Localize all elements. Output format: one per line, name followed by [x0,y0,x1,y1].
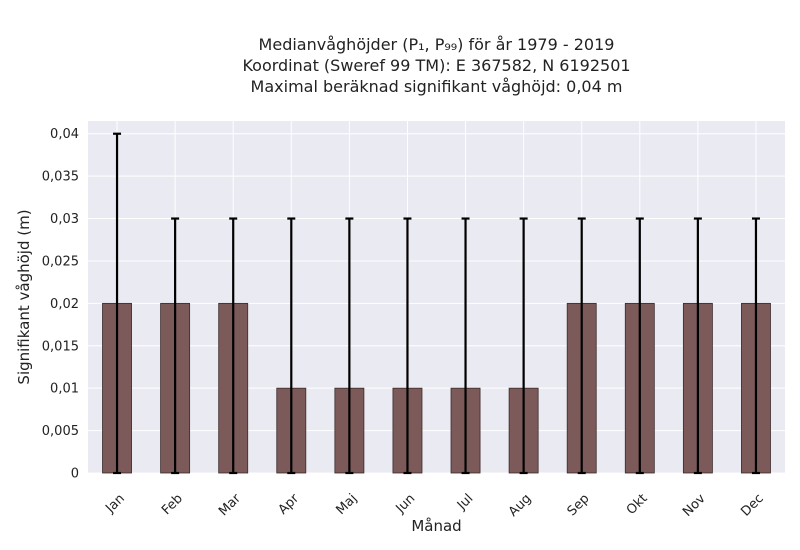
plot-area [88,121,785,473]
y-tick-label: 0,04 [50,127,79,142]
chart-title-line-3: Maximal beräknad signifikant våghöjd: 0,… [250,77,623,96]
x-tick-label-aug: Aug [506,491,535,520]
error-bar-jan [113,132,122,475]
x-tick-label-dec: Dec [738,491,766,519]
x-tick-label-sep: Sep [565,491,593,519]
y-tick-label: 0,01 [50,382,79,397]
x-tick-label-jul: Jul [454,491,476,513]
chart-title-line-1: Medianvåghöjder (P₁, P₉₉) för år 1979 - … [258,35,615,54]
x-tick-label-maj: Maj [333,491,360,518]
x-tick-label-apr: Apr [276,491,303,518]
x-tick-label-feb: Feb [159,491,186,518]
error-bar-feb [171,217,180,475]
y-axis-label: Signifikant våghöjd (m) [15,209,33,384]
x-tick-label-mar: Mar [216,491,244,519]
y-tick-label: 0,015 [42,339,79,354]
y-tick-label: 0,03 [50,212,79,227]
error-bar-jul [461,217,470,475]
y-tick-label: 0,005 [42,424,79,439]
y-tick-label: 0,02 [50,297,79,312]
error-bar-maj [345,217,354,475]
x-axis-ticks: Jan Feb Mar Apr Maj Jun Jul Aug Sep Okt Nov Dec [102,491,766,520]
error-bars [113,132,760,475]
y-tick-label: 0 [71,467,79,482]
y-tick-label: 0,035 [42,170,79,185]
chart-title-line-2: Koordinat (Sweref 99 TM): E 367582, N 61… [242,56,631,75]
error-bar-nov [693,217,702,475]
x-tick-label-jan: Jan [102,491,127,516]
error-bar-dec [751,217,760,475]
error-bar-jun [403,217,412,475]
chart-title: Medianvåghöjder (P₁, P₉₉) för år 1979 - … [88,34,785,97]
x-tick-label-nov: Nov [680,491,709,520]
error-bar-aug [519,217,528,475]
y-tick-label: 0,025 [42,254,79,269]
y-axis-ticks: 0 0,005 0,01 0,015 0,02 0,025 0,03 0,035 0,04 [42,127,79,481]
x-tick-label-jun: Jun [393,491,419,517]
error-bar-mar [229,217,238,475]
error-bar-apr [287,217,296,475]
x-axis-label: Månad [411,517,461,535]
x-tick-label-okt: Okt [624,491,651,518]
error-bar-okt [635,217,644,475]
error-bar-sep [577,217,586,475]
